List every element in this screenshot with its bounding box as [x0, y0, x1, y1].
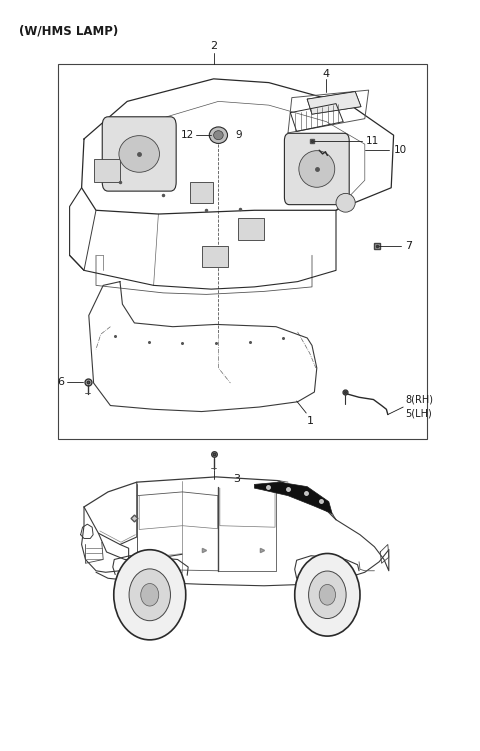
Text: 8(RH): 8(RH) [406, 394, 433, 405]
Ellipse shape [129, 569, 170, 620]
Text: 4: 4 [323, 68, 330, 79]
Text: 6: 6 [57, 377, 64, 388]
Bar [94, 159, 120, 182]
FancyBboxPatch shape [102, 116, 176, 191]
Text: 1: 1 [307, 415, 314, 426]
Text: (W/HMS LAMP): (W/HMS LAMP) [19, 25, 119, 38]
Text: 2: 2 [210, 41, 217, 51]
Ellipse shape [141, 584, 159, 606]
Ellipse shape [295, 553, 360, 636]
Text: 12: 12 [181, 130, 194, 140]
Bar [238, 218, 264, 240]
Ellipse shape [214, 131, 223, 140]
Ellipse shape [319, 584, 336, 605]
Ellipse shape [119, 136, 159, 172]
Ellipse shape [209, 127, 228, 143]
Ellipse shape [114, 550, 186, 640]
Text: 3: 3 [233, 474, 240, 484]
Polygon shape [307, 92, 361, 114]
Bar [58, 64, 427, 439]
Ellipse shape [336, 193, 355, 212]
Ellipse shape [299, 151, 335, 187]
Text: 7: 7 [405, 241, 412, 252]
Bar [202, 246, 228, 267]
Ellipse shape [309, 571, 346, 619]
Text: 5(LH): 5(LH) [406, 408, 432, 418]
Text: 10: 10 [394, 145, 407, 155]
Text: 9: 9 [235, 130, 242, 140]
FancyBboxPatch shape [284, 134, 349, 204]
Polygon shape [254, 482, 332, 514]
Text: 11: 11 [366, 136, 379, 146]
Bar [190, 182, 213, 203]
